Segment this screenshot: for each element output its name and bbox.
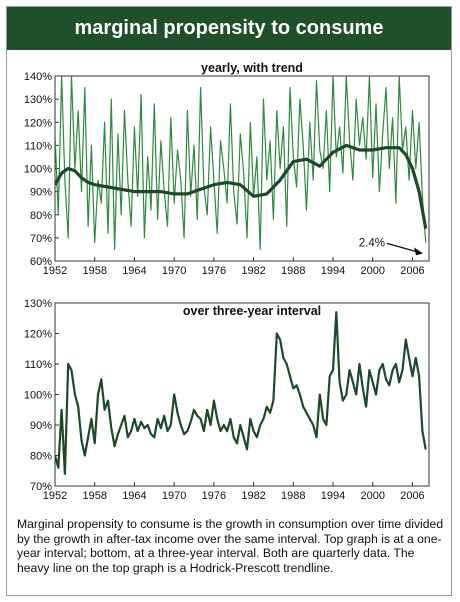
- top-xtick-label: 1976: [202, 265, 226, 277]
- top-ytick-label: 130%: [24, 94, 52, 106]
- chart-bottom: 70% 80% 90% 100% 110% 120% 130% 1952 1958 1964 197…: [24, 298, 430, 502]
- bottom-ytick-label: 110%: [25, 359, 53, 371]
- top-ytick-label: 110%: [25, 140, 53, 152]
- bottom-xtick-label: 2000: [360, 490, 384, 502]
- top-title: yearly, with trend: [201, 61, 303, 75]
- bottom-series-line: [55, 311, 427, 475]
- top-xtick-label: 2006: [400, 265, 424, 277]
- bottom-plot-area: [54, 302, 430, 487]
- top-xtick-label: 1982: [241, 265, 265, 277]
- bottom-ytick-label: 100%: [24, 390, 52, 402]
- bottom-ytick-label: 130%: [24, 298, 52, 310]
- bottom-xtick-label: 1952: [43, 490, 67, 502]
- top-ytick-label: 90%: [30, 187, 52, 199]
- bottom-ytick-label: 70%: [30, 481, 52, 493]
- bottom-ytick-label: 120%: [24, 329, 52, 341]
- bottom-xtick-label: 1970: [162, 490, 186, 502]
- bottom-xtick-label: 2006: [400, 490, 424, 502]
- bottom-xtick-label: 1964: [122, 490, 146, 502]
- bottom-xtick-label: 1982: [241, 490, 265, 502]
- top-ytick-label: 140%: [24, 71, 52, 83]
- top-xtick-label: 1970: [162, 265, 186, 277]
- chart-top: 60% 70% 80% 90% 100% 110% 120% 130% 140% 1952 1958…: [24, 61, 430, 277]
- caption-text: Marginal propensity to consume is the gr…: [17, 517, 444, 575]
- top-xtick-label: 1958: [82, 265, 106, 277]
- top-annotation-label: 2.4%: [359, 237, 385, 249]
- top-xtick-label: 1994: [321, 265, 345, 277]
- bottom-xtick-label: 1976: [202, 490, 226, 502]
- bottom-xtick-label: 1988: [281, 490, 305, 502]
- top-ytick-label: 70%: [30, 233, 52, 245]
- page-title: marginal propensity to consume: [7, 7, 451, 50]
- top-ytick-label: 120%: [24, 117, 52, 129]
- top-ytick-label: 100%: [24, 164, 52, 176]
- top-series-line-trend: [55, 143, 428, 229]
- bottom-title: over three-year interval: [183, 304, 321, 318]
- bottom-ytick-label: 80%: [30, 451, 52, 463]
- top-ytick-label: 80%: [30, 210, 52, 222]
- top-ytick-label: 60%: [30, 256, 52, 268]
- top-annotation-arrow: [386, 242, 420, 254]
- chart-frame: marginal propensity to consume 60% 70% 80%…: [6, 6, 452, 596]
- top-arrow-head: [414, 247, 424, 256]
- top-xtick-label: 2000: [360, 265, 384, 277]
- bottom-xtick-label: 1994: [321, 490, 345, 502]
- top-xtick-label: 1988: [281, 265, 305, 277]
- top-xtick-label: 1952: [43, 265, 67, 277]
- top-xtick-label: 1964: [122, 265, 146, 277]
- bottom-ytick-label: 90%: [30, 420, 52, 432]
- top-series-line: [55, 76, 427, 250]
- bottom-xtick-label: 1958: [82, 490, 106, 502]
